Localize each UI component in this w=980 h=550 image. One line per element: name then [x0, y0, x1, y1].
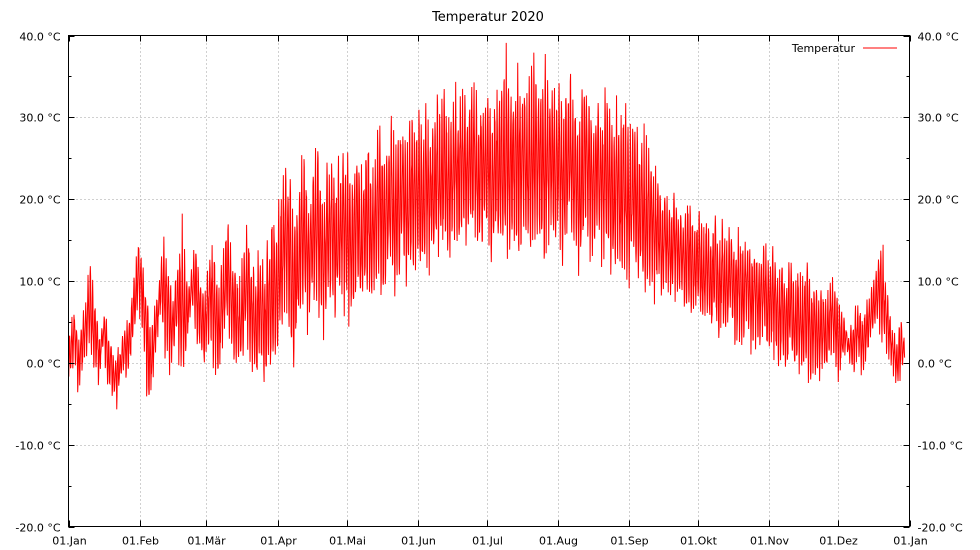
x-tick-label: 01.Feb: [122, 535, 159, 548]
x-tick-label: 01.Jan: [893, 535, 927, 548]
y-tick-label-left: 10.0 °C: [19, 276, 60, 289]
x-tick-label: 01.Jan: [52, 535, 86, 548]
data-layer: [68, 42, 906, 410]
y-tick-label-right: 10.0 °C: [918, 276, 959, 289]
x-tick-label: 01.Jun: [401, 535, 436, 548]
x-tick-label: 01.Aug: [539, 535, 578, 548]
y-tick-label-right: -10.0 °C: [918, 440, 963, 453]
ticks: [68, 35, 911, 528]
y-tick-label-right: -20.0 °C: [918, 522, 963, 535]
x-tick-label: 01.Mär: [187, 535, 226, 548]
y-tick-label-left: 40.0 °C: [19, 31, 60, 44]
x-tick-label: 01.Sep: [610, 535, 648, 548]
x-tick-label: 01.Mai: [329, 535, 366, 548]
legend: Temperatur: [791, 42, 897, 55]
y-tick-label-right: 30.0 °C: [918, 112, 959, 125]
y-axis-right: -20.0 °C -10.0 °C 0.0 °C 10.0 °C 20.0 °C 30.0…: [918, 31, 963, 535]
chart-title: Temperatur 2020: [431, 10, 544, 25]
y-tick-label-left: 20.0 °C: [19, 194, 60, 207]
y-tick-label-right: 20.0 °C: [918, 194, 959, 207]
legend-label: Temperatur: [791, 42, 856, 55]
x-tick-label: 01.Dez: [819, 535, 858, 548]
x-tick-label: 01.Jul: [472, 535, 503, 548]
y-tick-label-left: -10.0 °C: [15, 440, 60, 453]
x-tick-label: 01.Apr: [260, 535, 297, 548]
x-tick-label: 01.Nov: [750, 535, 789, 548]
x-tick-label: 01.Okt: [680, 535, 718, 548]
y-tick-label-right: 40.0 °C: [918, 31, 959, 44]
y-tick-label-left: -20.0 °C: [15, 522, 60, 535]
series-line-temperatur: [68, 42, 906, 410]
y-axis-left: -20.0 °C -10.0 °C 0.0 °C 10.0 °C 20.0 °C 30.0…: [15, 31, 60, 535]
y-tick-label-right: 0.0 °C: [918, 358, 952, 371]
y-tick-label-left: 30.0 °C: [19, 112, 60, 125]
y-tick-label-left: 0.0 °C: [26, 358, 60, 371]
grid: [68, 35, 910, 527]
x-axis: 01.Jan 01.Feb 01.Mär 01.Apr 01.Mai 01.Jun 01.J…: [52, 535, 927, 548]
